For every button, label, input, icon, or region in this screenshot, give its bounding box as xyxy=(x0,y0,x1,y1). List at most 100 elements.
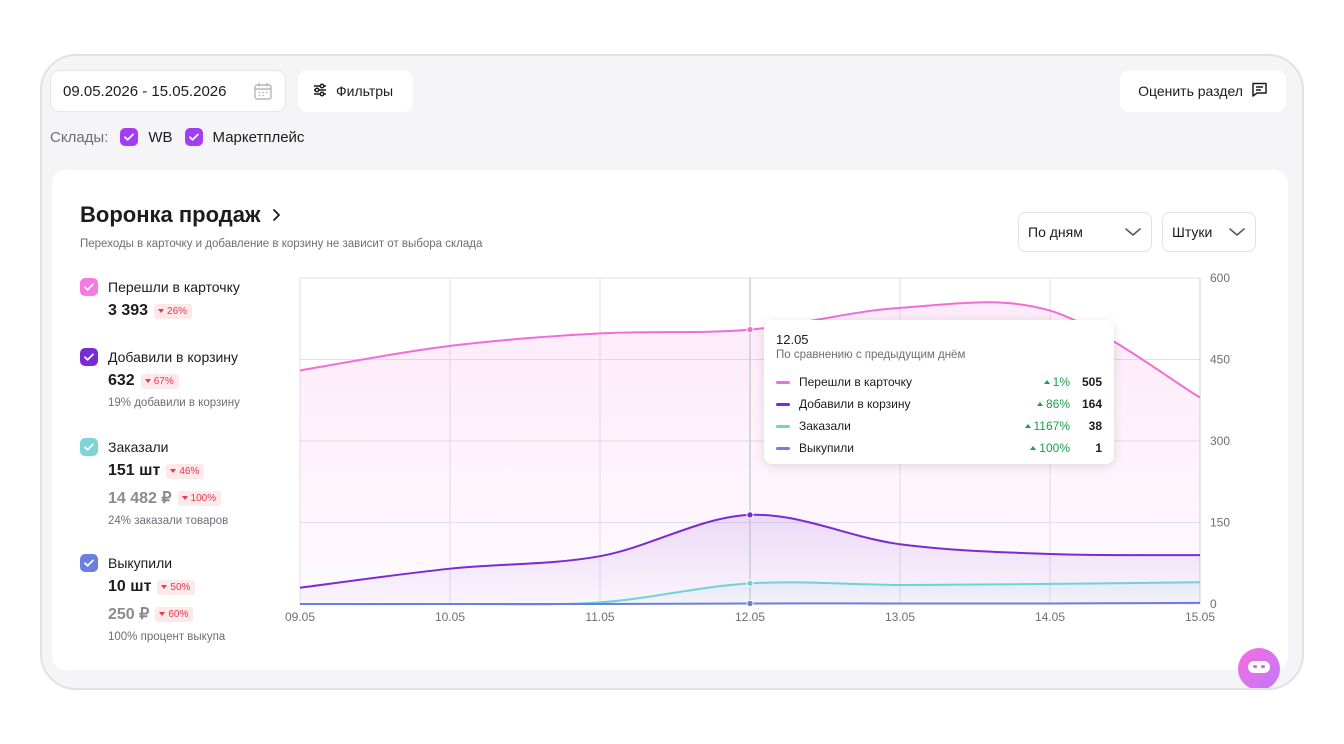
x-tick-label: 09.05 xyxy=(285,610,315,624)
metric-label: Добавили в корзину xyxy=(108,349,239,365)
tooltip-row: Перешли в карточку 1% 505 xyxy=(776,371,1102,393)
metric-note: 19% добавили в корзину xyxy=(108,397,240,409)
down-triangle-icon xyxy=(144,379,151,383)
check-icon xyxy=(80,348,98,366)
tooltip-value: 164 xyxy=(1081,397,1102,411)
down-triangle-icon xyxy=(159,612,166,616)
series-point xyxy=(746,325,754,334)
chatbot-button[interactable] xyxy=(1238,648,1280,688)
warehouse-checkbox-wb[interactable]: WB xyxy=(120,128,173,146)
metric-orders[interactable]: Заказали 151 шт 46% 14 482 ₽ 100% 24% за… xyxy=(80,438,280,527)
tooltip-row: Заказали 1167% 38 xyxy=(776,415,1102,437)
down-triangle-icon xyxy=(158,309,165,313)
tooltip-change: 1% xyxy=(1010,375,1070,389)
funnel-title: Воронка продаж xyxy=(80,202,261,227)
check-icon xyxy=(184,128,203,146)
metric-card-views[interactable]: Перешли в карточку 3 393 26% xyxy=(80,278,280,320)
tooltip-series-name: Перешли в карточку xyxy=(799,375,913,389)
date-range-picker[interactable]: 09.05.2026 - 15.05.2026 xyxy=(50,70,286,112)
series-point xyxy=(746,599,754,608)
metric-value: 632 xyxy=(108,372,135,389)
x-tick-label: 13.05 xyxy=(885,610,915,624)
x-tick-label: 11.05 xyxy=(585,610,614,624)
robot-icon xyxy=(1247,659,1271,680)
metric-label: Перешли в карточку xyxy=(108,279,240,295)
metric-add-to-cart[interactable]: Добавили в корзину 632 67% 19% добавили … xyxy=(80,348,280,409)
metric-value: 151 шт xyxy=(108,462,161,479)
legend-line xyxy=(776,424,790,428)
tooltip-row: Выкупили 100% 1 xyxy=(776,437,1102,459)
chevron-down-icon xyxy=(1228,224,1246,240)
y-tick-label: 600 xyxy=(1210,271,1230,285)
change-badge: 50% xyxy=(157,579,196,595)
filters-button[interactable]: Фильтры xyxy=(298,70,413,112)
app-frame: 09.05.2026 - 15.05.2026 Фильтры Оценить … xyxy=(40,54,1304,690)
legend-line xyxy=(776,380,790,384)
metric-purchased[interactable]: Выкупили 10 шт 50% 250 ₽ 60% 100% процен… xyxy=(80,554,280,643)
warehouse-label-wb: WB xyxy=(148,128,173,146)
period-select[interactable]: По дням xyxy=(1018,212,1152,252)
sales-funnel-card: Воронка продаж Переходы в карточку и доб… xyxy=(52,170,1288,670)
series-point xyxy=(746,579,754,588)
funnel-subtitle: Переходы в карточку и добавление в корзи… xyxy=(80,238,483,250)
filters-label: Фильтры xyxy=(336,83,394,99)
y-tick-label: 150 xyxy=(1210,516,1230,530)
tooltip-change: 100% xyxy=(1010,441,1070,455)
tooltip-change: 1167% xyxy=(1010,419,1070,433)
tooltip-value: 505 xyxy=(1081,375,1102,389)
metric-note: 24% заказали товаров xyxy=(108,515,229,527)
sliders-icon xyxy=(312,82,328,101)
unit-select[interactable]: Штуки xyxy=(1162,212,1256,252)
chevron-down-icon xyxy=(1124,224,1142,240)
metric-note: 100% процент выкупа xyxy=(108,631,226,643)
warehouse-checkbox-marketplace[interactable]: Маркетплейс xyxy=(184,128,304,146)
x-tick-label: 15.05 xyxy=(1185,610,1215,624)
change-badge: 100% xyxy=(177,490,222,506)
x-tick-label: 10.05 xyxy=(435,610,465,624)
chevron-right-icon xyxy=(271,202,281,228)
period-select-value: По дням xyxy=(1028,224,1083,240)
down-triangle-icon xyxy=(181,496,188,500)
rate-section-label: Оценить раздел xyxy=(1138,83,1243,99)
legend-line xyxy=(776,446,790,450)
change-badge: 26% xyxy=(154,303,193,319)
tooltip-date: 12.05 xyxy=(776,332,809,347)
check-icon xyxy=(80,278,98,296)
y-tick-label: 300 xyxy=(1210,434,1230,448)
tooltip-value: 38 xyxy=(1088,419,1102,433)
change-badge: 46% xyxy=(166,463,205,479)
y-tick-label: 450 xyxy=(1210,353,1230,367)
funnel-title-link[interactable]: Воронка продаж xyxy=(80,202,281,228)
chart-tooltip: 12.05 По сравнению с предыдущим днём Пер… xyxy=(764,320,1114,464)
tooltip-series-name: Заказали xyxy=(799,419,851,433)
metric-value: 10 шт xyxy=(108,578,152,595)
date-range-text: 09.05.2026 - 15.05.2026 xyxy=(63,82,227,100)
tooltip-change: 86% xyxy=(1010,397,1070,411)
metric-label: Заказали xyxy=(108,439,169,455)
check-icon xyxy=(80,438,98,456)
up-triangle-icon xyxy=(1043,380,1050,384)
tooltip-series-name: Выкупили xyxy=(799,441,854,455)
metric-label: Выкупили xyxy=(108,555,173,571)
metric-value-secondary: 14 482 ₽ xyxy=(108,490,172,507)
legend-line xyxy=(776,402,790,406)
check-icon xyxy=(120,128,139,146)
metric-value-secondary: 250 ₽ xyxy=(108,606,150,623)
change-badge: 60% xyxy=(155,606,194,622)
warehouse-label: Склады: xyxy=(50,128,109,146)
check-icon xyxy=(80,554,98,572)
tooltip-subtitle: По сравнению с предыдущим днём xyxy=(776,349,966,361)
feedback-icon xyxy=(1251,81,1268,101)
series-point xyxy=(746,511,754,519)
up-triangle-icon xyxy=(1030,446,1037,450)
tooltip-row: Добавили в корзину 86% 164 xyxy=(776,393,1102,415)
warehouse-filter: Склады: WB Маркетплейс xyxy=(50,128,304,146)
up-triangle-icon xyxy=(1036,402,1043,406)
metric-value: 3 393 xyxy=(108,302,149,319)
change-badge: 67% xyxy=(140,373,179,389)
calendar-icon xyxy=(253,81,273,101)
down-triangle-icon xyxy=(161,585,168,589)
x-tick-label: 14.05 xyxy=(1035,610,1065,624)
rate-section-button[interactable]: Оценить раздел xyxy=(1120,70,1286,112)
